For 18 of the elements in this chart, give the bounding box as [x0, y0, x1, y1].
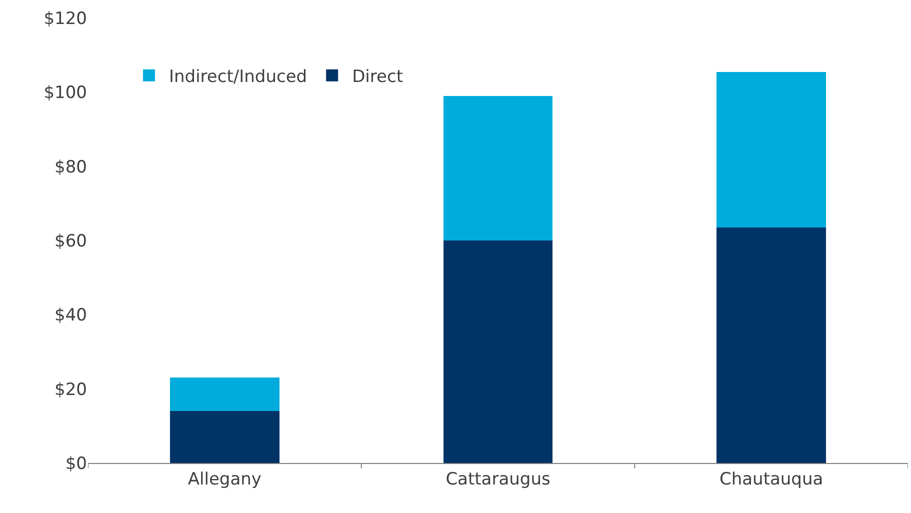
x-tick-label: Allegany	[188, 469, 262, 490]
bar	[716, 72, 826, 228]
y-tick-label: $0	[65, 454, 87, 474]
legend-label: Direct	[352, 67, 404, 88]
bar	[443, 96, 553, 240]
y-tick-label: $40	[54, 306, 87, 326]
y-tick-label: $20	[54, 380, 87, 400]
bar	[443, 240, 553, 463]
bar	[716, 228, 826, 463]
y-tick-label: $60	[54, 231, 87, 252]
y-tick-label: $100	[44, 83, 87, 104]
bar	[170, 411, 280, 463]
y-tick-label: $80	[54, 157, 87, 178]
bar	[170, 378, 280, 412]
y-tick-label: $120	[44, 8, 87, 29]
legend-label: Indirect/Induced	[169, 67, 308, 88]
x-tick-label: Chautauqua	[719, 469, 824, 490]
x-tick-label: Cattaraugus	[446, 469, 550, 490]
